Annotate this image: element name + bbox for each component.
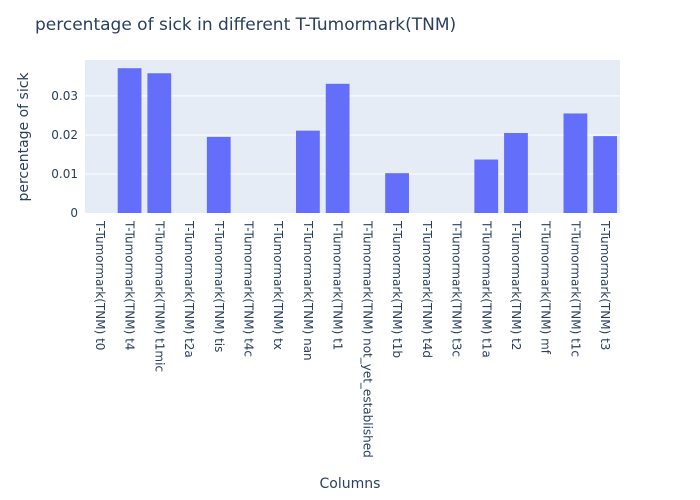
plot-area	[85, 60, 620, 213]
x-tick-label: T-Tumormark(TNM) t1c	[568, 220, 582, 357]
x-tick-label: T-Tumormark(TNM) nan	[301, 220, 315, 361]
x-tick-label: T-Tumormark(TNM) t1	[331, 220, 345, 350]
x-tick-label: T-Tumormark(TNM) t3	[598, 220, 612, 350]
x-tick-label: T-Tumormark(TNM) t3c	[450, 220, 464, 357]
x-tick-label: T-Tumormark(TNM) t1mic	[152, 220, 166, 372]
bar[interactable]	[296, 130, 320, 213]
x-tick-label: T-Tumormark(TNM) tis	[212, 220, 226, 352]
gridlines	[85, 95, 620, 175]
bar[interactable]	[474, 159, 499, 213]
y-tick-label: 0.01	[51, 167, 78, 181]
bar[interactable]	[206, 136, 231, 213]
x-tick-label: T-Tumormark(TNM) t0	[93, 220, 107, 350]
bar[interactable]	[593, 136, 618, 213]
y-axis-title: percentage of sick	[16, 72, 32, 202]
x-tick-label: T-Tumormark(TNM) t4c	[241, 220, 255, 357]
chart-title: percentage of sick in different T-Tumorm…	[35, 15, 456, 35]
y-tick-label: 0.02	[51, 128, 78, 142]
x-tick-label: T-Tumormark(TNM) t1b	[390, 220, 404, 358]
x-tick-label: T-Tumormark(TNM) t1a	[479, 220, 493, 358]
x-tick-label: T-Tumormark(TNM) not_yet_established	[360, 220, 374, 458]
bar[interactable]	[325, 83, 350, 213]
x-tick-label: T-Tumormark(TNM) tx	[271, 220, 285, 350]
x-tick-label: T-Tumormark(TNM) t4	[123, 220, 137, 350]
x-tick-label: T-Tumormark(TNM) mf	[539, 220, 553, 355]
y-tick-label: 0	[70, 206, 78, 220]
bar[interactable]	[147, 73, 172, 213]
bar[interactable]	[385, 173, 409, 213]
bars	[117, 68, 618, 213]
bar[interactable]	[117, 68, 142, 213]
x-tick-label: T-Tumormark(TNM) t2a	[182, 220, 196, 358]
bar[interactable]	[504, 132, 528, 213]
y-tick-label: 0.03	[51, 89, 78, 103]
y-axis-ticks: 0 0.01 0.02 0.03	[51, 89, 78, 220]
x-axis-title: Columns	[320, 476, 381, 492]
x-tick-label: T-Tumormark(TNM) t4d	[420, 220, 434, 358]
x-tick-label: T-Tumormark(TNM) t2	[509, 220, 523, 350]
bar[interactable]	[563, 113, 588, 213]
x-axis-ticks: T-Tumormark(TNM) t0 T-Tumormark(TNM) t4 T-…	[93, 220, 612, 458]
